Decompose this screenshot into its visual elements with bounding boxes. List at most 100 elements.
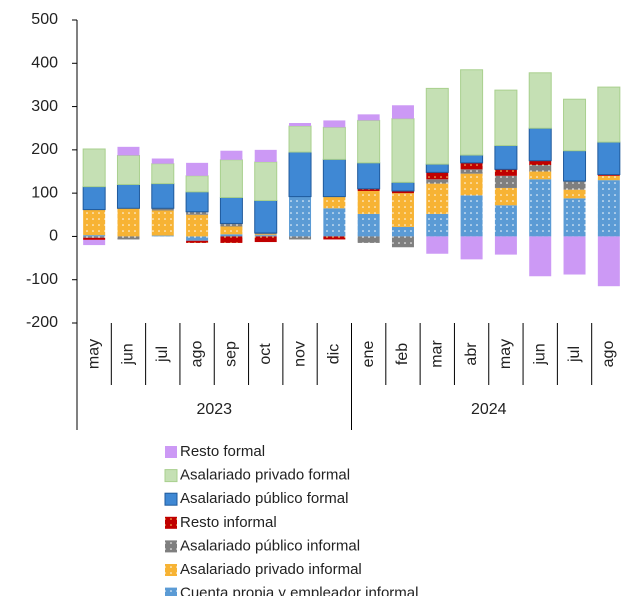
x-tick-label: jul xyxy=(154,346,171,363)
bar-segment xyxy=(460,236,483,260)
bar-segment xyxy=(563,181,586,190)
bar-segment xyxy=(83,237,106,240)
bar-segment xyxy=(186,236,209,241)
y-tick-label: 500 xyxy=(31,11,58,28)
bar-segment xyxy=(597,141,621,176)
bar-segment xyxy=(116,154,140,185)
bar-segment xyxy=(460,154,484,164)
legend-swatch xyxy=(165,587,177,596)
bar-segment xyxy=(82,148,106,188)
legend-label: Resto formal xyxy=(180,443,265,460)
group-label: 2024 xyxy=(471,401,507,418)
bar-segment xyxy=(254,200,278,234)
bar-segment xyxy=(254,235,277,237)
bar-segment xyxy=(82,186,106,211)
bar-segment xyxy=(529,165,552,172)
bar-segment xyxy=(289,123,312,127)
legend-label: Asalariado público formal xyxy=(180,490,348,507)
bar-segment xyxy=(597,174,620,176)
bar-segment xyxy=(220,150,243,160)
bar-segment xyxy=(426,172,449,180)
legend-label: Resto informal xyxy=(180,514,277,531)
bar-segment xyxy=(219,159,243,198)
y-tick-label: 300 xyxy=(31,98,58,115)
bar-segment xyxy=(563,189,586,199)
y-tick-label: 200 xyxy=(31,141,58,158)
bar-segment xyxy=(426,213,449,237)
bar-segment xyxy=(563,150,587,182)
bar-segment xyxy=(323,208,346,237)
bar-segment xyxy=(597,236,620,287)
bar-segment xyxy=(460,69,484,156)
bar-segment xyxy=(425,163,449,173)
bar-segment xyxy=(219,196,243,224)
x-tick-label: dic xyxy=(326,344,343,364)
bar-segment xyxy=(151,158,174,164)
bar-segment xyxy=(83,235,106,237)
x-tick-label: oct xyxy=(257,343,274,365)
bar-segment xyxy=(254,161,278,202)
bar-segment xyxy=(426,183,449,214)
bar-segment xyxy=(425,87,449,165)
bar-segment xyxy=(391,105,414,119)
bar-segment xyxy=(116,183,140,209)
bar-segment xyxy=(254,236,277,243)
bar-segment xyxy=(186,214,209,237)
bar-segment xyxy=(83,236,106,238)
bar-segment xyxy=(254,234,277,236)
bar-segment xyxy=(528,127,552,162)
legend-swatch xyxy=(165,564,177,576)
bar-segment xyxy=(357,162,381,190)
bar-segment xyxy=(151,183,175,209)
bar-segment xyxy=(323,236,346,240)
bar-segment xyxy=(391,190,414,194)
bar-segment xyxy=(494,236,517,255)
bar-segment xyxy=(83,239,106,246)
y-tick-label: 100 xyxy=(31,184,58,201)
legend-label: Asalariado privado formal xyxy=(180,467,350,484)
y-tick-label: 400 xyxy=(31,55,58,72)
y-tick-label: -100 xyxy=(26,271,58,288)
x-tick-label: jun xyxy=(531,343,548,365)
bar-segment xyxy=(357,190,380,214)
legend-swatch xyxy=(165,540,177,553)
bar-segment xyxy=(185,175,209,193)
bar-segment xyxy=(357,114,380,121)
bar-segment xyxy=(563,98,587,152)
bar-segment xyxy=(151,208,174,211)
bar-segment xyxy=(322,158,346,198)
bar-segment xyxy=(563,236,586,275)
y-tick-label: -200 xyxy=(26,314,58,331)
bar-segment xyxy=(289,196,312,237)
x-tick-label: abr xyxy=(463,342,480,366)
bar-segment xyxy=(460,195,483,237)
bar-segment xyxy=(426,236,449,254)
bar-segment xyxy=(117,208,140,237)
group-label: 2023 xyxy=(196,401,232,418)
bar-segment xyxy=(288,125,312,153)
bar-segment xyxy=(289,236,312,240)
x-tick-label: feb xyxy=(394,343,411,365)
x-tick-label: mar xyxy=(429,340,446,368)
bar-segment xyxy=(288,151,312,198)
x-tick-label: may xyxy=(85,339,102,369)
bar-segment xyxy=(460,169,483,174)
legend-swatch xyxy=(165,446,177,458)
bar-segment xyxy=(357,236,380,243)
bar-segment xyxy=(391,236,414,248)
x-tick-label: ago xyxy=(600,341,617,368)
bar-segment xyxy=(460,162,483,170)
bar-segment xyxy=(597,86,621,143)
bar-segment xyxy=(494,187,517,206)
bar-segment xyxy=(220,223,243,227)
bar-segment xyxy=(83,209,106,236)
bar-segment xyxy=(357,188,380,191)
bar-segment xyxy=(528,72,552,129)
bar-segment xyxy=(220,226,243,235)
x-tick-label: nov xyxy=(291,341,308,367)
legend-swatch xyxy=(164,469,178,483)
bar-segment xyxy=(220,236,243,243)
y-tick-label: 0 xyxy=(49,228,58,245)
bar-segment xyxy=(529,160,552,166)
legend-label: Cuenta propia y empleador informal xyxy=(180,585,418,596)
